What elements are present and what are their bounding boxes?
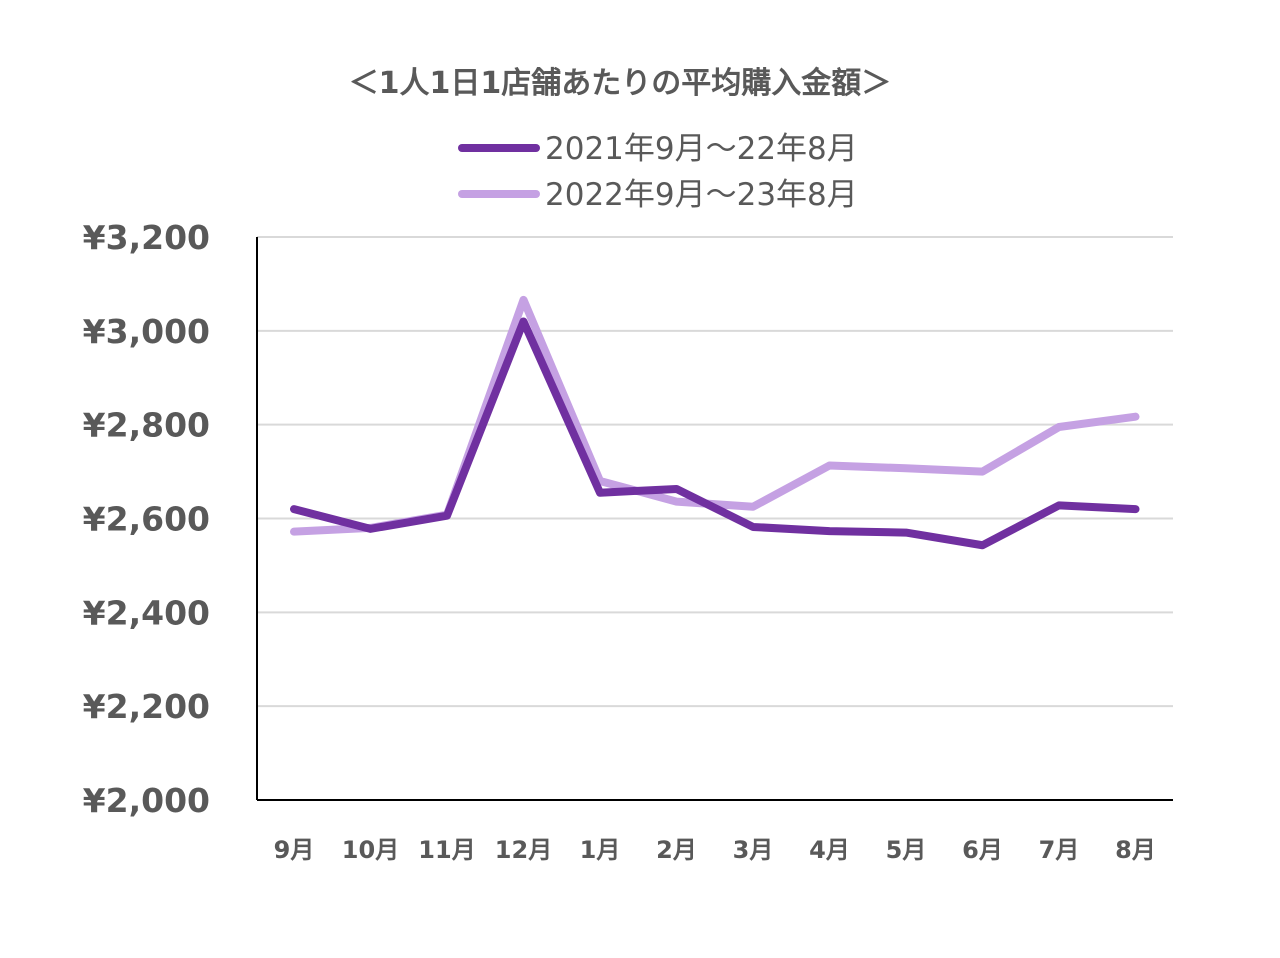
x-tick-label: 11月 (418, 836, 475, 864)
y-axis-tick-labels: ¥3,200 ¥3,000 ¥2,800 ¥2,600 ¥2,400 ¥2,200 ¥2,0… (83, 218, 210, 820)
y-tick-label: ¥2,200 (83, 687, 210, 726)
legend-label-1: 2021年9月～22年8月 (545, 131, 858, 167)
x-tick-label: 10月 (342, 836, 399, 864)
x-tick-label: 5月 (886, 836, 927, 864)
x-tick-label: 1月 (580, 836, 621, 864)
legend-label-2: 2022年9月～23年8月 (545, 177, 858, 213)
legend: 2021年9月～22年8月 2022年9月～23年8月 (458, 131, 858, 213)
x-tick-label: 12月 (495, 836, 552, 864)
y-tick-label: ¥2,600 (83, 500, 210, 539)
chart-title: ＜1人1日1店舗あたりの平均購入金額＞ (349, 66, 892, 101)
y-tick-label: ¥3,000 (83, 312, 210, 351)
x-tick-label: 2月 (656, 836, 697, 864)
x-tick-label: 7月 (1039, 836, 1080, 864)
x-tick-label: 6月 (962, 836, 1003, 864)
y-tick-label: ¥2,800 (83, 406, 210, 445)
series-line-1 (290, 317, 1140, 550)
x-axis-tick-labels: 9月 10月 11月 12月 1月 2月 3月 4月 5月 6月 7月 8月 (274, 836, 1156, 864)
x-tick-label: 9月 (274, 836, 315, 864)
y-tick-label: ¥2,400 (83, 593, 210, 632)
gridlines (257, 236, 1173, 708)
x-tick-label: 8月 (1115, 836, 1156, 864)
y-tick-label: ¥3,200 (83, 218, 210, 257)
x-tick-label: 4月 (809, 836, 850, 864)
series-line-2 (290, 295, 1140, 536)
axes (256, 237, 1173, 801)
y-tick-label: ¥2,000 (83, 781, 210, 820)
series-lines (290, 295, 1140, 550)
x-tick-label: 3月 (733, 836, 774, 864)
